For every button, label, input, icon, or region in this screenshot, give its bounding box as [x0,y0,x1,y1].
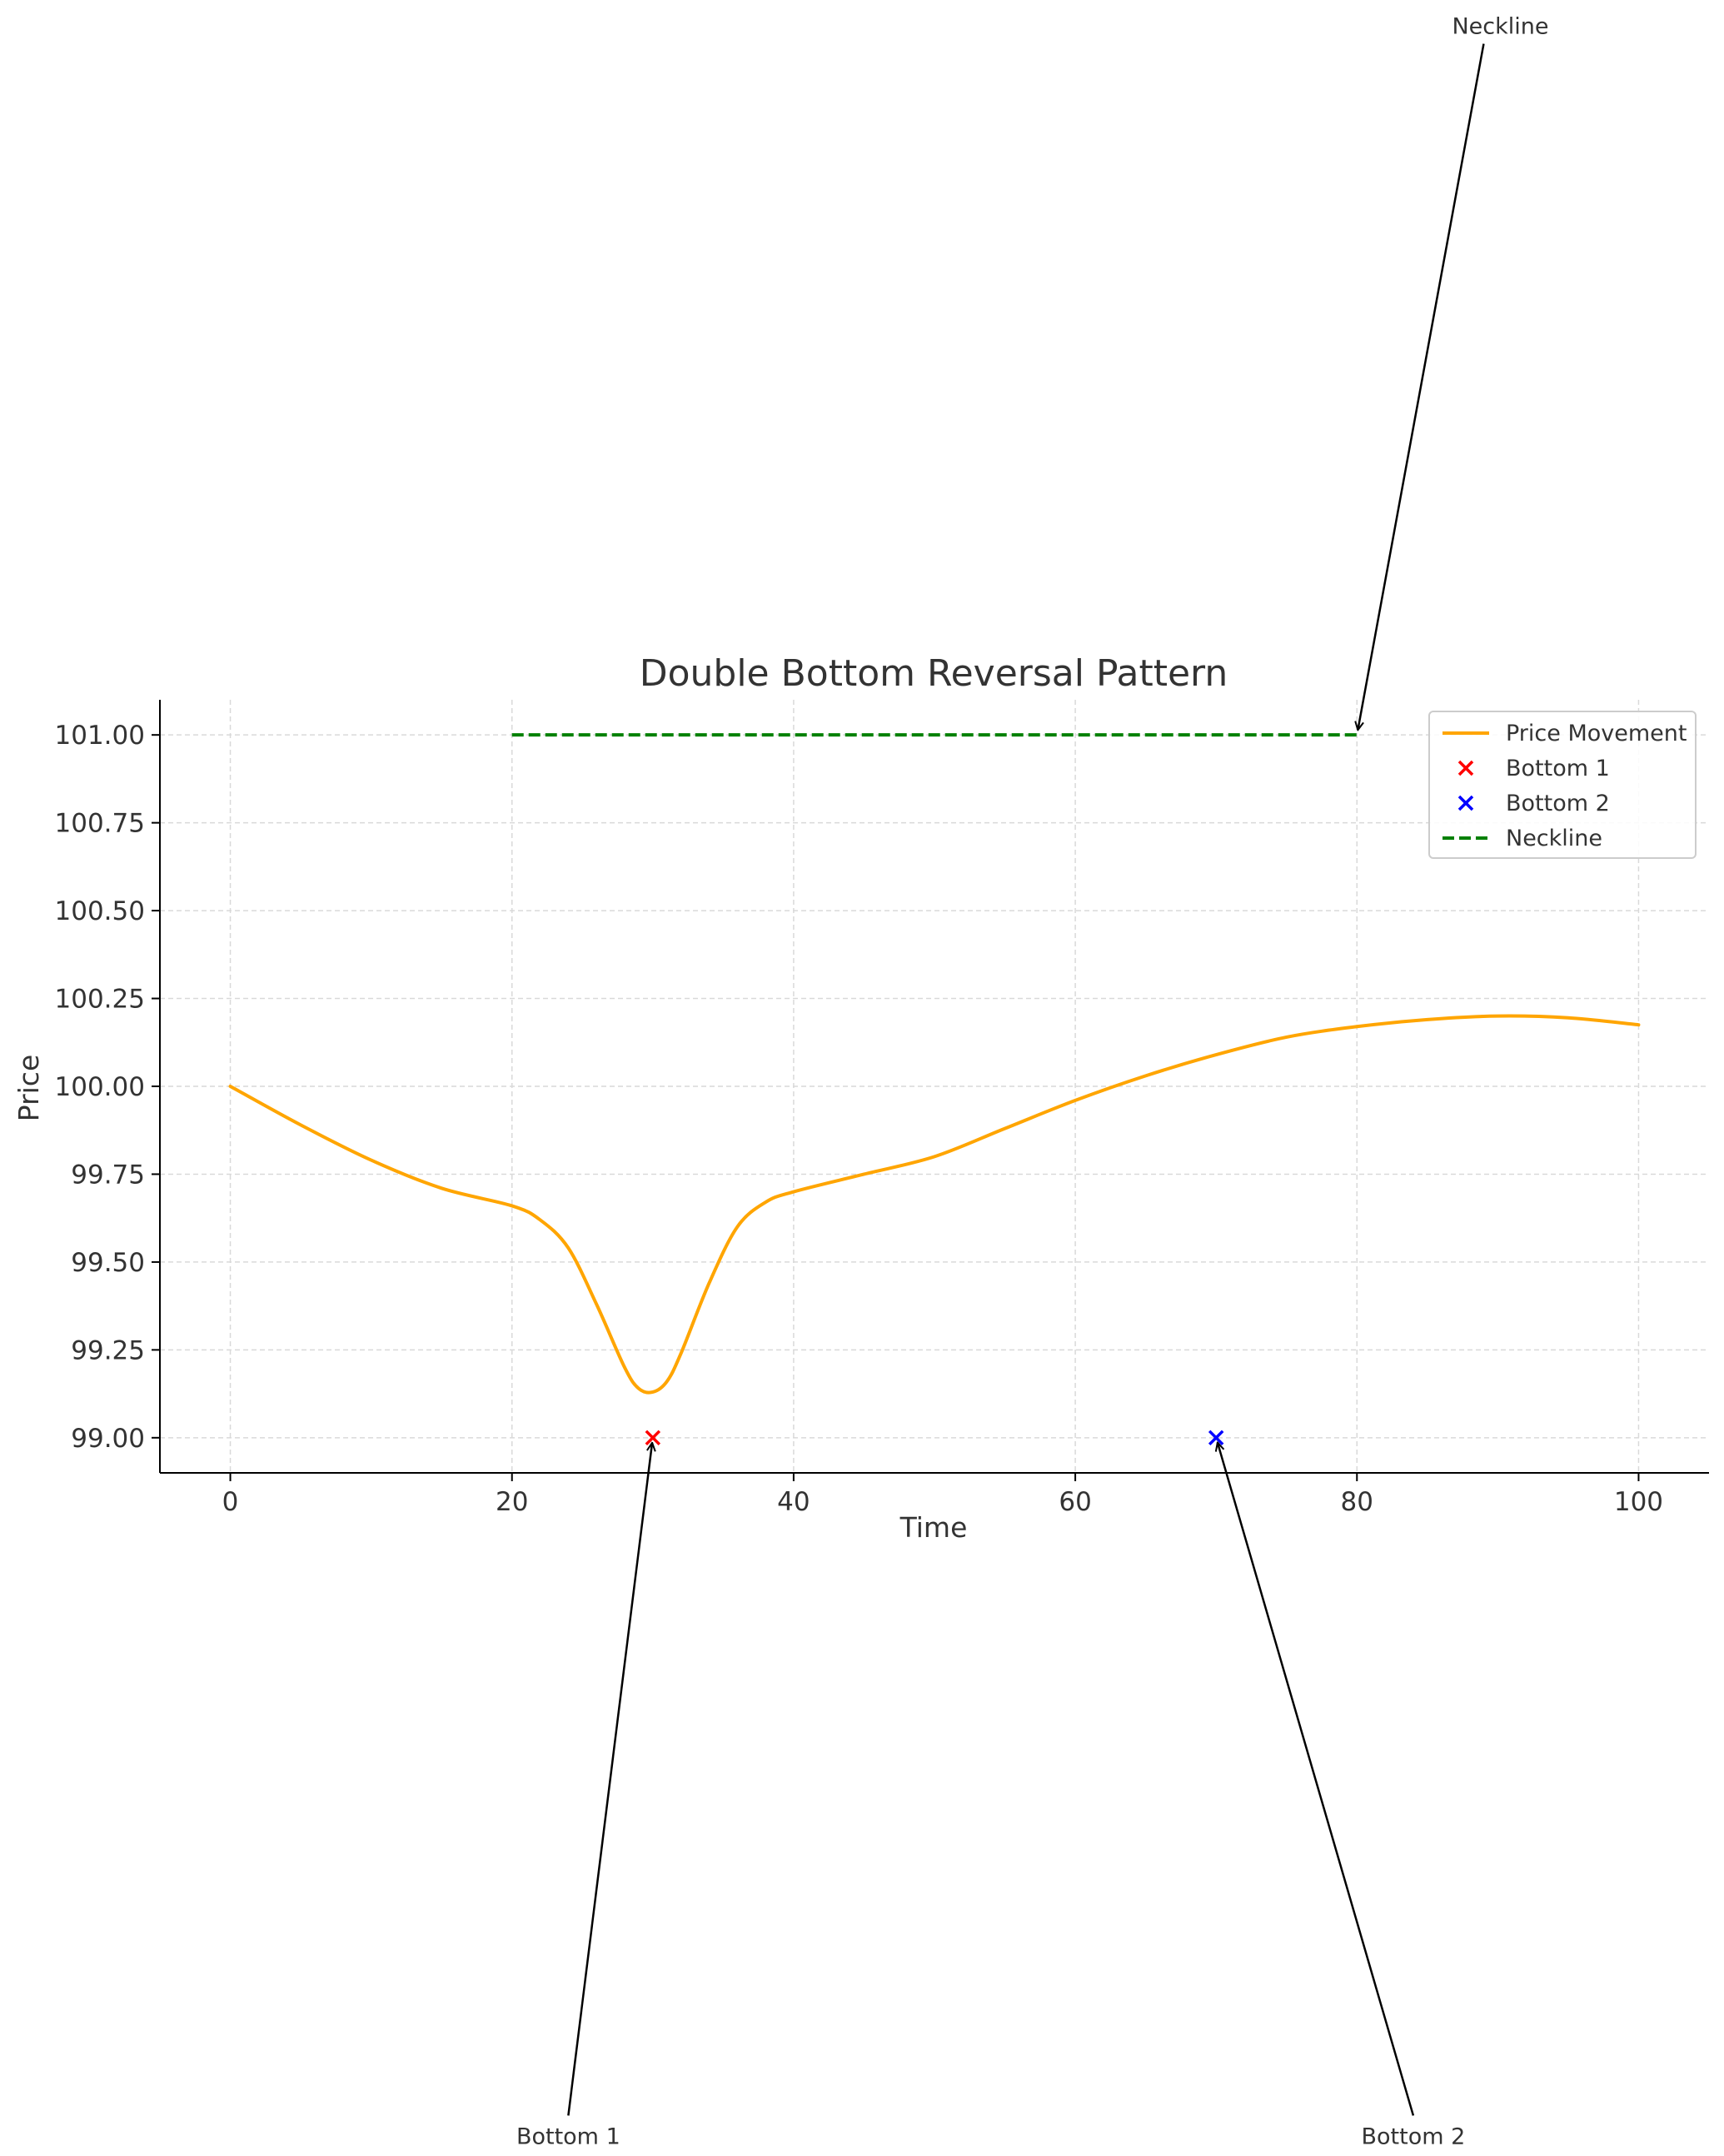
legend-label: Bottom 1 [1506,756,1610,781]
legend-item: Neckline [1442,826,1602,851]
plot-area [228,733,1641,1446]
legend-item: Bottom 2 [1457,791,1610,816]
x-tick-label: 0 [222,1487,239,1517]
legend-item: Bottom 1 [1457,756,1610,781]
y-tick-label: 100.25 [55,985,145,1015]
price-movement-line [228,1014,1641,1395]
annotation-label: Neckline [1452,14,1548,40]
legend-swatch-marker [1457,795,1474,811]
legend-label: Neckline [1506,826,1602,851]
annotation-arrow [1358,43,1485,731]
annotation-arrow [1218,1443,1415,2116]
legend-swatch-marker [1457,760,1474,776]
y-tick-label: 99.75 [71,1160,145,1190]
legend-label: Bottom 2 [1506,791,1610,816]
x-tick-label: 80 [1341,1487,1373,1517]
x-axis-title: Time [899,1511,968,1544]
annotation-label: Bottom 1 [516,2124,620,2149]
y-tick-label: 100.75 [55,809,145,839]
marker-stroke [1457,760,1474,776]
legend-item: Price Movement [1442,721,1687,746]
x-tick-label: 60 [1059,1487,1091,1517]
y-tick-label: 99.00 [71,1424,145,1454]
y-tick-label: 99.25 [71,1335,145,1365]
x-tick-label: 20 [496,1487,528,1517]
marker-stroke [1457,795,1474,811]
annotation-arrow [567,1443,652,2116]
chart-title: Double Bottom Reversal Pattern [640,652,1228,695]
y-tick-label: 100.00 [55,1072,145,1102]
annotations: Bottom 1 Bottom 2 Neckline [516,14,1548,2150]
y-tick-label: 100.50 [55,896,145,926]
legend-box [1428,711,1697,859]
legend: Price Movement Bottom 1 Bottom 2 Neckline [1428,711,1697,859]
legend-label: Price Movement [1506,721,1687,746]
y-axis-title: Price [12,1055,45,1122]
y-tick-label: 99.50 [71,1248,145,1278]
x-tick-label: 100 [1614,1487,1663,1517]
axes: 0 20 40 60 80 100 99.00 99.25 99.50 99.75 100.00 10… [55,700,1709,1517]
marker-stroke [1208,1430,1224,1446]
x-tick-label: 40 [777,1487,810,1517]
annotation-label: Bottom 2 [1362,2124,1466,2149]
bottom-1-marker [645,1430,661,1446]
y-tick-label: 101.00 [55,721,145,751]
